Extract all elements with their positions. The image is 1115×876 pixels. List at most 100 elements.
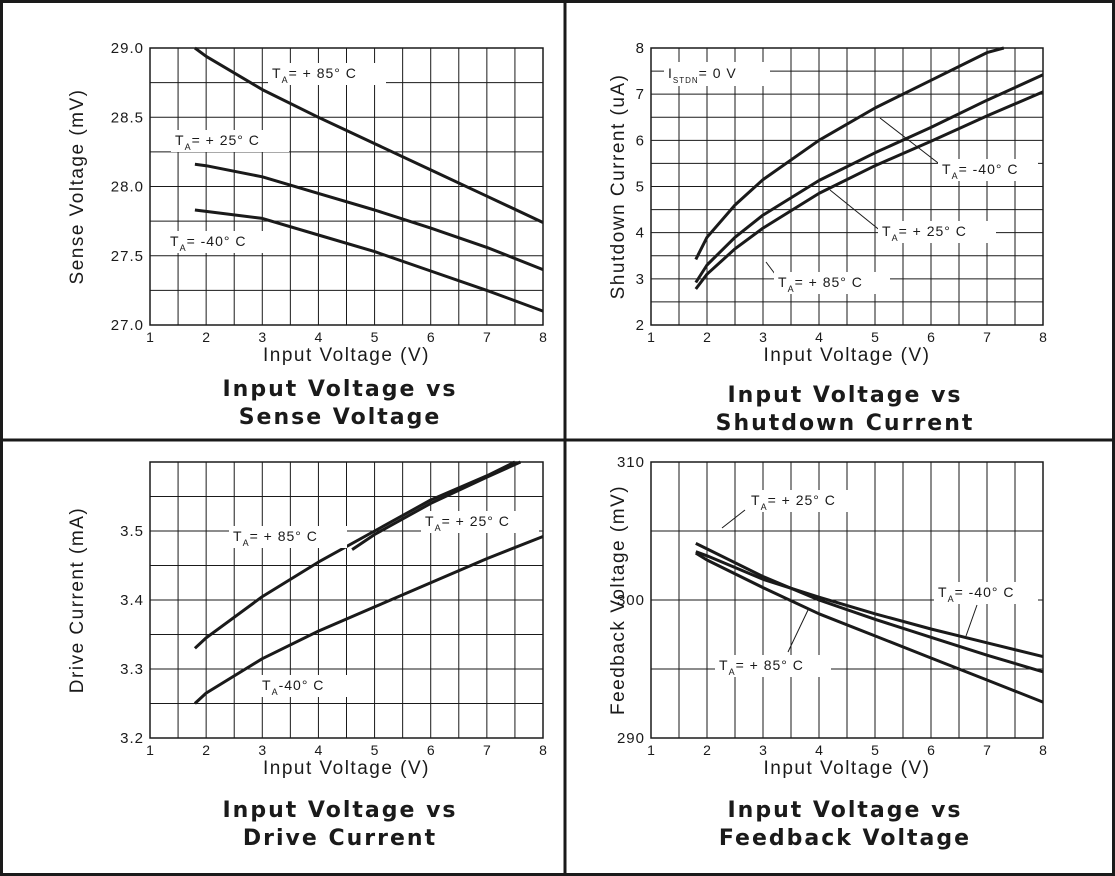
x-axis-label: Input Voltage (V) xyxy=(263,758,430,779)
series-line xyxy=(351,460,522,551)
x-tick-label: 8 xyxy=(1039,742,1047,758)
plot-area-border xyxy=(149,461,544,739)
x-tick-label: 1 xyxy=(647,329,655,345)
x-tick-label: 7 xyxy=(983,742,991,758)
leader-line xyxy=(721,509,746,529)
annotation-label: ISTDN= 0 V xyxy=(668,65,737,85)
series-label: TA= + 25° C xyxy=(882,223,967,243)
x-tick-label: 3 xyxy=(759,329,767,345)
series-line xyxy=(194,46,544,224)
series-label: TA= + 85° C xyxy=(778,274,863,294)
series-line xyxy=(194,162,544,271)
y-tick-label: 290 xyxy=(617,730,645,747)
panel-title-feedback: Input Voltage vs Feedback Voltage xyxy=(620,797,1070,853)
series-label-background xyxy=(934,582,1038,604)
x-tick-label: 2 xyxy=(703,742,711,758)
series-label-background xyxy=(268,63,386,85)
y-tick-label: 3.5 xyxy=(120,523,144,540)
y-tick-label: 2 xyxy=(636,317,645,334)
x-tick-label: 6 xyxy=(927,742,935,758)
chart-panel-4: 1 2 3 4 5 6 7 8 290 300 310 Input Voltage (V) Feedba… xyxy=(608,454,1047,779)
panel-title-line: Sense Voltage xyxy=(238,405,442,430)
series-label-background xyxy=(715,655,831,677)
series-line xyxy=(694,90,1044,290)
x-tick-label: 1 xyxy=(146,742,154,758)
series-label-background xyxy=(938,159,1038,181)
y-axis-label: Drive Current (mA) xyxy=(67,507,88,693)
leader-line xyxy=(829,189,883,233)
x-tick-label: 8 xyxy=(1039,329,1047,345)
panel-title-line: Input Voltage vs xyxy=(727,383,963,408)
panel-title-line: Input Voltage vs xyxy=(222,798,458,823)
y-tick-label: 3 xyxy=(636,271,645,288)
y-tick-label: 5 xyxy=(636,179,645,196)
plot-area-border xyxy=(149,47,544,326)
annotation-background xyxy=(664,62,770,86)
plot-area-border xyxy=(650,47,1044,326)
series-label-background xyxy=(166,231,278,253)
panel-title-drive: Input Voltage vs Drive Current xyxy=(120,797,560,853)
series-label: TA= + 85° C xyxy=(233,528,318,548)
series-label-background xyxy=(258,675,348,697)
x-tick-label: 5 xyxy=(371,742,379,758)
leader-line xyxy=(879,117,943,167)
series-label: TA= -40° C xyxy=(170,233,246,253)
x-tick-label: 2 xyxy=(703,329,711,345)
x-tick-label: 1 xyxy=(647,742,655,758)
x-tick-label: 3 xyxy=(759,742,767,758)
series-label-background xyxy=(171,130,289,152)
x-tick-label: 6 xyxy=(927,329,935,345)
x-axis-label: Input Voltage (V) xyxy=(763,345,930,366)
series-label: TA-40° C xyxy=(262,677,324,697)
y-tick-label: 6 xyxy=(636,132,645,149)
x-tick-label: 5 xyxy=(371,329,379,345)
series-label-background xyxy=(878,221,996,243)
y-tick-label: 3.4 xyxy=(120,592,144,609)
panel-title-line: Drive Current xyxy=(242,826,438,851)
panel-title-line: Feedback Voltage xyxy=(718,826,972,851)
series-line xyxy=(193,535,544,705)
x-tick-label: 4 xyxy=(315,329,323,345)
leader-line xyxy=(965,604,978,637)
y-tick-label: 4 xyxy=(636,225,645,242)
x-tick-label: 3 xyxy=(258,742,266,758)
y-tick-label: 8 xyxy=(636,40,645,57)
x-tick-label: 5 xyxy=(871,742,879,758)
series-label-background xyxy=(421,511,539,533)
x-tick-label: 7 xyxy=(483,742,491,758)
y-tick-label: 7 xyxy=(636,86,645,103)
y-axis-label: Shutdown Current (uA) xyxy=(608,74,629,300)
x-tick-label: 4 xyxy=(815,329,823,345)
x-tick-label: 2 xyxy=(202,742,210,758)
chart-panel-1: 1 2 3 4 5 6 7 8 27.0 27.5 28.0 28.5 29.0 Input Voltag… xyxy=(67,40,547,366)
x-axis-label: Input Voltage (V) xyxy=(763,758,930,779)
series-line xyxy=(193,460,516,650)
y-tick-label: 28.5 xyxy=(111,109,144,126)
y-tick-label: 27.0 xyxy=(111,317,144,334)
x-tick-label: 6 xyxy=(427,329,435,345)
y-tick-label: 3.2 xyxy=(120,730,144,747)
panel-title-line: Input Voltage vs xyxy=(727,798,963,823)
series-label: TA= -40° C xyxy=(938,584,1014,604)
series-label: TA= + 85° C xyxy=(272,65,357,85)
y-tick-label: 300 xyxy=(617,592,645,609)
series-label: TA= -40° C xyxy=(942,161,1018,181)
x-tick-label: 6 xyxy=(427,742,435,758)
y-tick-label: 27.5 xyxy=(111,248,144,265)
series-line xyxy=(694,46,1005,261)
series-line xyxy=(694,73,1044,284)
series-label: TA= + 25° C xyxy=(175,132,260,152)
series-label: TA= + 25° C xyxy=(751,492,836,512)
x-tick-label: 8 xyxy=(539,742,547,758)
x-tick-label: 1 xyxy=(146,329,154,345)
chart-panel-3: 1 2 3 4 5 6 7 8 3.2 3.3 3.4 3.5 Input Voltage (V) Dri… xyxy=(67,460,547,779)
series-label-background xyxy=(747,490,863,512)
series-line xyxy=(695,551,1044,704)
series-label: TA= + 25° C xyxy=(425,513,510,533)
x-tick-label: 4 xyxy=(815,742,823,758)
series-label-background xyxy=(774,272,890,294)
x-tick-label: 4 xyxy=(315,742,323,758)
